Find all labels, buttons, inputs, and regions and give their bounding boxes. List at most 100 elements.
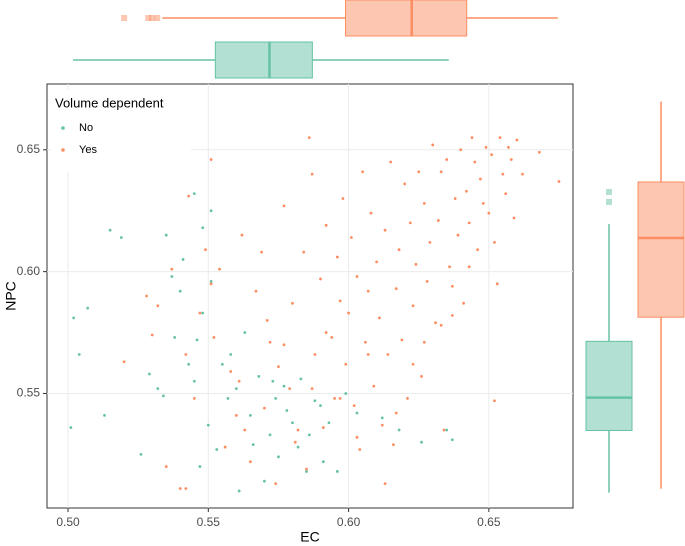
- point: [425, 279, 429, 283]
- point: [481, 202, 485, 205]
- point: [277, 455, 280, 459]
- point: [392, 443, 395, 447]
- point: [291, 301, 294, 305]
- point: [324, 223, 328, 227]
- point: [229, 353, 233, 356]
- point: [411, 304, 415, 308]
- point: [436, 219, 440, 222]
- point: [445, 158, 449, 161]
- point: [335, 470, 339, 473]
- x-tick-label: 0.65: [477, 515, 501, 529]
- point: [380, 423, 384, 427]
- point: [338, 396, 342, 400]
- outlier: [606, 198, 612, 205]
- point: [380, 416, 384, 420]
- point: [72, 316, 76, 320]
- point: [487, 211, 491, 215]
- point: [450, 284, 454, 288]
- point: [139, 452, 143, 456]
- point: [184, 353, 188, 356]
- x-tick-label: 0.60: [337, 515, 361, 529]
- point: [240, 233, 244, 237]
- point: [366, 289, 370, 293]
- point: [234, 387, 238, 390]
- point: [282, 384, 286, 388]
- point: [467, 221, 471, 225]
- point: [537, 150, 541, 154]
- point: [389, 160, 393, 164]
- legend-label: No: [79, 122, 93, 134]
- point: [504, 192, 508, 196]
- point: [206, 423, 210, 427]
- point: [212, 336, 216, 339]
- point: [192, 379, 196, 383]
- point: [103, 414, 106, 417]
- box: [585, 340, 633, 432]
- point: [156, 304, 160, 308]
- point: [251, 443, 255, 447]
- point: [462, 301, 465, 305]
- point: [355, 275, 359, 278]
- point: [378, 316, 381, 320]
- point: [509, 158, 513, 161]
- outlier: [154, 15, 161, 21]
- point: [184, 487, 188, 490]
- point: [164, 465, 168, 468]
- y-tick-label: 0.65: [17, 142, 41, 156]
- point: [263, 406, 266, 410]
- y-tick-label: 0.55: [17, 386, 41, 400]
- point: [470, 136, 474, 140]
- point: [296, 428, 300, 432]
- point: [178, 289, 182, 293]
- point: [305, 467, 308, 471]
- point: [358, 448, 362, 451]
- outlier: [145, 15, 152, 21]
- point: [268, 433, 272, 437]
- point: [243, 428, 247, 432]
- point: [187, 362, 191, 366]
- point: [335, 255, 339, 259]
- point: [198, 465, 202, 468]
- point: [119, 236, 123, 239]
- x-axis-title: EC: [300, 529, 319, 545]
- point: [209, 279, 213, 283]
- point: [515, 138, 519, 142]
- point: [512, 216, 516, 220]
- point: [209, 209, 213, 213]
- box: [637, 181, 685, 318]
- legend-label: Yes: [79, 144, 97, 156]
- point: [215, 448, 219, 451]
- point: [310, 172, 314, 176]
- point: [204, 248, 207, 252]
- legend-title: Volume dependent: [55, 95, 164, 110]
- point: [201, 311, 205, 315]
- point: [307, 433, 311, 437]
- point: [69, 426, 73, 429]
- x-tick-label: 0.50: [56, 515, 80, 529]
- point: [282, 343, 286, 347]
- point: [459, 148, 463, 152]
- x-tick-label: 0.55: [197, 515, 221, 529]
- point: [201, 226, 205, 230]
- point: [198, 311, 202, 315]
- point: [369, 211, 373, 215]
- point: [361, 170, 364, 174]
- point: [187, 194, 191, 198]
- point: [347, 311, 350, 315]
- point: [327, 421, 331, 425]
- y-tick-label: 0.60: [17, 264, 41, 278]
- point: [473, 160, 477, 164]
- point: [310, 387, 314, 390]
- point: [321, 460, 325, 464]
- point: [341, 197, 345, 200]
- point: [557, 180, 561, 183]
- point: [263, 479, 266, 483]
- point: [209, 158, 213, 161]
- point: [254, 289, 258, 293]
- point: [147, 372, 151, 376]
- point: [349, 236, 353, 239]
- point: [431, 143, 435, 147]
- point: [364, 340, 367, 344]
- point: [521, 172, 524, 176]
